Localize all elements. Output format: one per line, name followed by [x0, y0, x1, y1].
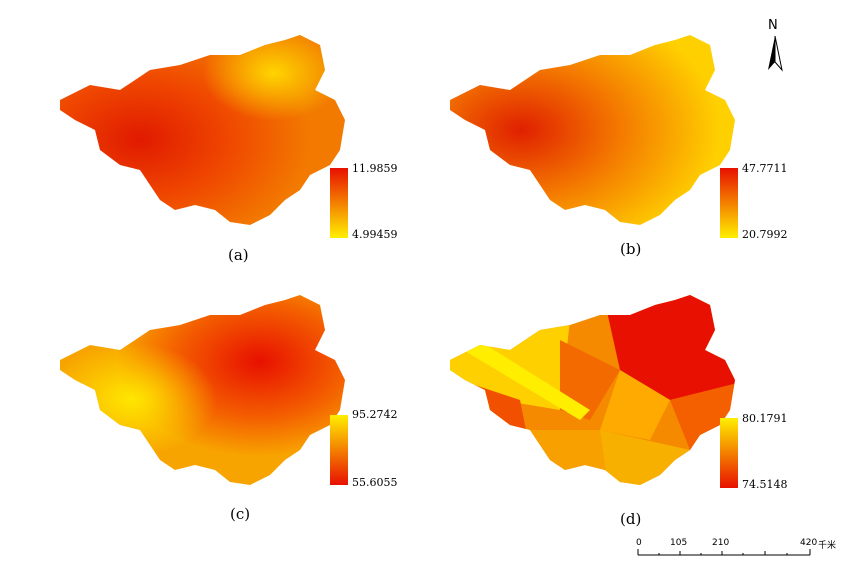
scale-bar — [637, 549, 811, 556]
legend-max-d: 80.1791 — [742, 412, 788, 425]
province-outline-b — [450, 35, 735, 225]
scale-label-420: 420 — [800, 538, 818, 548]
caption-d: (d) — [620, 510, 642, 528]
map-panel-c: 95.2742 55.6055 (c) — [0, 260, 420, 530]
legend-max-b: 47.7711 — [742, 162, 788, 175]
map-a — [60, 35, 345, 225]
legend-bar-b — [720, 168, 738, 238]
caption-b: (b) — [620, 240, 642, 258]
north-label: N — [768, 18, 778, 33]
scale-label-105: 105 — [670, 538, 688, 548]
map-panel-b: 47.7711 20.7992 (b) — [390, 0, 810, 270]
legend-min-d: 74.5148 — [742, 478, 788, 491]
legend-bar-c — [330, 415, 348, 485]
legend-bar-d — [720, 418, 738, 488]
map-c — [60, 295, 345, 485]
map-panel-d: 80.1791 74.5148 (d) — [390, 260, 810, 530]
legend-min-c: 55.6055 — [352, 476, 398, 489]
scale-label-0: 0 — [636, 538, 642, 548]
caption-c: (c) — [230, 505, 251, 523]
north-arrow-icon — [768, 35, 783, 72]
map-d — [450, 295, 735, 485]
scale-unit: 千米 — [818, 541, 837, 551]
thiessen-polygons — [450, 295, 735, 485]
scale-label-210: 210 — [712, 538, 730, 548]
legend-max-c: 95.2742 — [352, 408, 398, 421]
legend-max-a: 11.9859 — [352, 162, 398, 175]
map-panel-a: 11.9859 4.99459 (a) — [0, 0, 420, 270]
caption-a: (a) — [228, 246, 249, 264]
map-b — [450, 35, 735, 225]
legend-min-b: 20.7992 — [742, 228, 788, 241]
legend-bar-a — [330, 168, 348, 238]
legend-min-a: 4.99459 — [352, 228, 398, 241]
